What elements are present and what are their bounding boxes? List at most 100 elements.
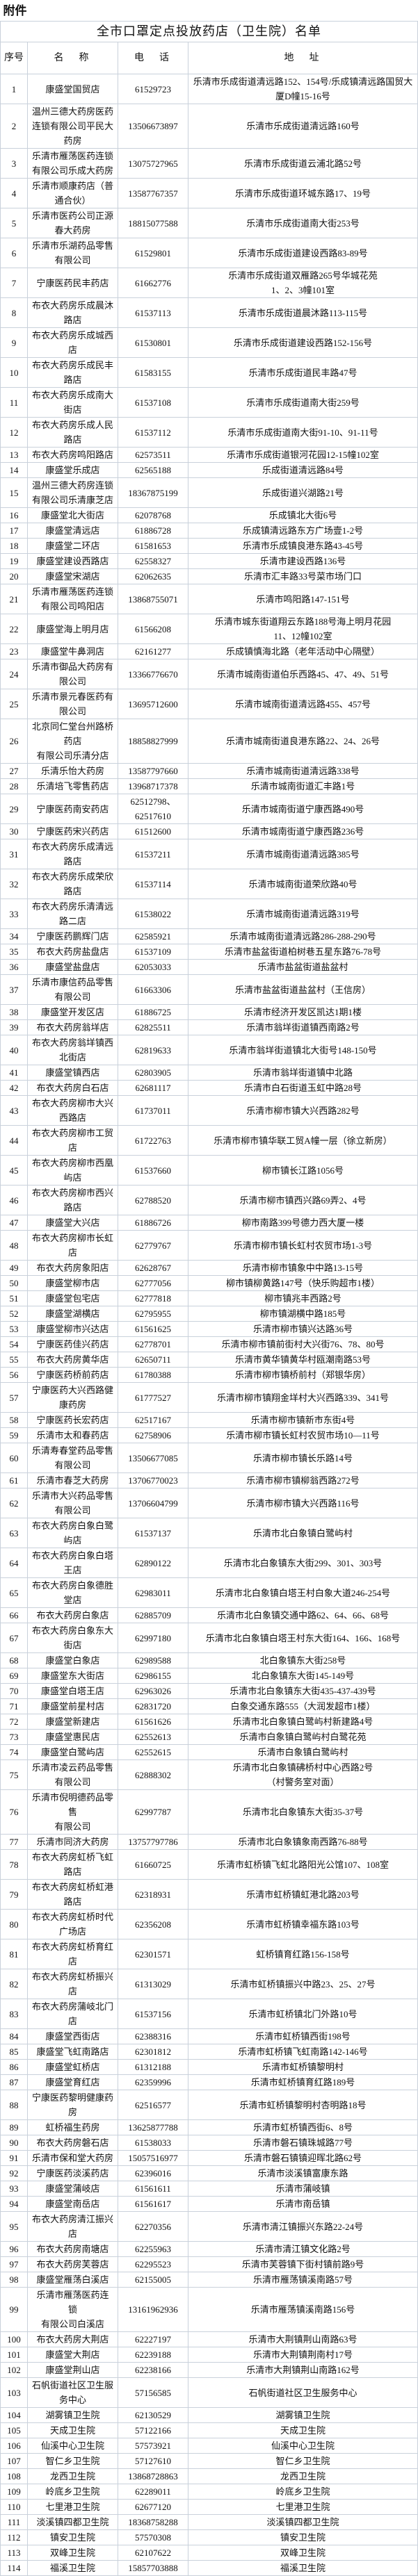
row-number: 17 [0, 523, 28, 539]
address: 乐清市翁垟街道镇西南路2号 [188, 1019, 418, 1035]
address: 乐清市虹桥镇飞虹北路阳光公馆107、108室 [188, 1849, 418, 1880]
phone: 61581653 [118, 538, 188, 554]
row-number: 108 [0, 2468, 28, 2484]
table-row: 2 温州三德大药房医药连锁有限公司平民大药房 13506673897 乐清市乐成街道清… [0, 104, 418, 149]
row-number: 92 [0, 2165, 28, 2181]
table-row: 58 宁康医药长宏药店 62517167 乐清市柳市镇新市东街4号 [0, 1412, 418, 1428]
row-number: 12 [0, 417, 28, 448]
row-number: 21 [0, 584, 28, 614]
pharmacy-name: 岭底乡卫生院 [27, 2484, 118, 2500]
phone: 61780388 [118, 1367, 188, 1383]
row-number: 62 [0, 1488, 28, 1518]
table-row: 34 宁康医药鹏辉门店 62585921 乐清市城南街道清远路286-288-290号 [0, 928, 418, 944]
phone: 13506677085 [118, 1443, 188, 1473]
table-row: 110 七里港卫生院 62677120 七里港卫生院 [0, 2499, 418, 2515]
phone: 62270356 [118, 2211, 188, 2242]
pharmacy-name: 布衣大药房清江振兴店 [27, 2211, 118, 2242]
row-number: 94 [0, 2196, 28, 2212]
row-number: 85 [0, 2044, 28, 2060]
row-number: 91 [0, 2150, 28, 2166]
header-address: 地 址 [188, 42, 418, 74]
address: 乐清市北白象镇白塔王村白象大道246-254号 [188, 1577, 418, 1608]
phone: 15057516977 [118, 2150, 188, 2166]
row-number: 95 [0, 2211, 28, 2242]
phone: 62779767 [118, 1230, 188, 1261]
phone: 15857703888 [118, 2560, 188, 2576]
row-number: 83 [0, 1999, 28, 2029]
row-number: 64 [0, 1548, 28, 1578]
header-no: 序号 [0, 42, 28, 74]
address: 龙西卫生院 [188, 2468, 418, 2484]
phone: 62565188 [118, 462, 188, 478]
pharmacy-name: 康盛堂宋湖店 [27, 568, 118, 584]
row-number: 22 [0, 614, 28, 644]
phone: 62983011 [118, 1577, 188, 1608]
address: 乐清市芙蓉镇下街村镇前路9号 [188, 2256, 418, 2272]
address: 乐清市建设西路136号 [188, 553, 418, 569]
address: 乐清市虹桥镇北门外路10号 [188, 1999, 418, 2029]
row-number: 43 [0, 1095, 28, 1126]
row-number: 111 [0, 2514, 28, 2530]
pharmacy-name: 布衣大药房柳市工贸店 [27, 1125, 118, 1156]
address: 乐清市城南街道清远路286-288-290号 [188, 928, 418, 944]
pharmacy-name: 乐清市顺康药店（普通合伙） [27, 178, 118, 208]
phone: 62318931 [118, 1879, 188, 1910]
address: 乐清市虹桥镇飞虹南路142-146号 [188, 2044, 418, 2060]
address: 乐清市大荆镇荆山南路162号 [188, 2362, 418, 2378]
phone: 62777818 [118, 1290, 188, 1306]
row-number: 45 [0, 1155, 28, 1186]
table-row: 109 岭底乡卫生院 62289011 岭底乡卫生院 [0, 2484, 418, 2500]
pharmacy-name: 布衣大药房白象店 [27, 1607, 118, 1623]
pharmacy-name: 康盛堂白鹭屿店 [27, 1744, 118, 1760]
table-row: 66 布衣大药房白象店 62885709 乐清市北白象镇交通中路62、64、66、68… [0, 1607, 418, 1623]
pharmacy-name: 康盛堂镇西店 [27, 1065, 118, 1081]
address: 福溪卫生院 [188, 2560, 418, 2576]
phone: 62359996 [118, 2074, 188, 2090]
table-row: 76 乐清市倪明德药品零售 有限公司 62997787 乐清市北白象镇东大街35-37… [0, 1789, 418, 1835]
pharmacy-name: 石帆街道社区卫生服务中心 [27, 2377, 118, 2408]
pharmacy-name: 布衣大药房乐成清远路店 [27, 839, 118, 869]
address: 乐清市盐盆街道盐盆村（王信房） [188, 974, 418, 1005]
pharmacy-name: 乐清市太和春药店 [27, 1427, 118, 1443]
table-row: 97 布衣大药房芙蓉店 62295523 乐清市芙蓉镇下街村镇前路9号 [0, 2256, 418, 2272]
phone: 61777527 [118, 1382, 188, 1413]
address: 柳市南路399号德力西大厦一楼 [188, 1215, 418, 1231]
row-number: 98 [0, 2272, 28, 2288]
row-number: 82 [0, 1969, 28, 1999]
table-row: 63 布衣大药房白象白鹭屿店 61537137 乐清市北白象镇白鹭屿村 [0, 1518, 418, 1548]
pharmacy-name: 布衣大药房翁垟镇西北街店 [27, 1035, 118, 1065]
address: 乐清市柳市镇象中中路13-15号 [188, 1260, 418, 1276]
row-number: 13 [0, 447, 28, 463]
address: 乐清市淡溪镇富康东路 [188, 2165, 418, 2181]
phone: 61538022 [118, 899, 188, 929]
pharmacy-name: 乐清市乐湖药品零售有限公司 [27, 238, 118, 268]
table-row: 25 乐清市景元春医药有限公司 13695712600 乐清市城南街道清远路455、4… [0, 689, 418, 719]
pharmacy-name: 淡溪镇四都卫生院 [27, 2514, 118, 2530]
phone: 62890122 [118, 1548, 188, 1578]
row-number: 114 [0, 2560, 28, 2576]
phone: 62107622 [118, 2545, 188, 2561]
row-number: 65 [0, 1577, 28, 1608]
table-row: 96 布衣大药房南塘店 62255963 乐清市清江镇文化路2号 [0, 2241, 418, 2257]
phone: 61561611 [118, 2181, 188, 2197]
address: 乐清市南岳镇 [188, 2196, 418, 2212]
pharmacy-name: 智仁乡卫生院 [27, 2453, 118, 2469]
pharmacy-name: 乐清寿春堂药品零售有限公司 [27, 1443, 118, 1473]
address: 乐清市乐成街道云浦北路52号 [188, 148, 418, 179]
row-number: 78 [0, 1849, 28, 1880]
address: 乐清市清江镇文化路2号 [188, 2241, 418, 2257]
table-row: 67 布衣大药房白象东大街店 62997180 乐清市北白象镇白塔王村东大街164、1… [0, 1623, 418, 1653]
phone: 18367875199 [118, 477, 188, 508]
phone: 62155005 [118, 2272, 188, 2288]
pharmacy-name: 乐清市御品大药房有限公司 [27, 659, 118, 689]
pharmacy-name: 康盛堂国贸店 [27, 74, 118, 104]
table-row: 59 乐清市太和春药店 62758906 乐清市柳市镇长虹村农贸市场10—11号 [0, 1427, 418, 1443]
row-number: 69 [0, 1668, 28, 1684]
address: 乐清市虹桥镇黎明村杏明路18号 [188, 2090, 418, 2120]
pharmacy-name: 乐清市凌云药品零售有限公司 [27, 1759, 118, 1790]
phone: 61537114 [118, 869, 188, 899]
row-number: 58 [0, 1412, 28, 1428]
phone: 61530801 [118, 327, 188, 358]
table-row: 102 康盛堂荆山店 62238166 乐清市大荆镇荆山南路162号 [0, 2362, 418, 2378]
